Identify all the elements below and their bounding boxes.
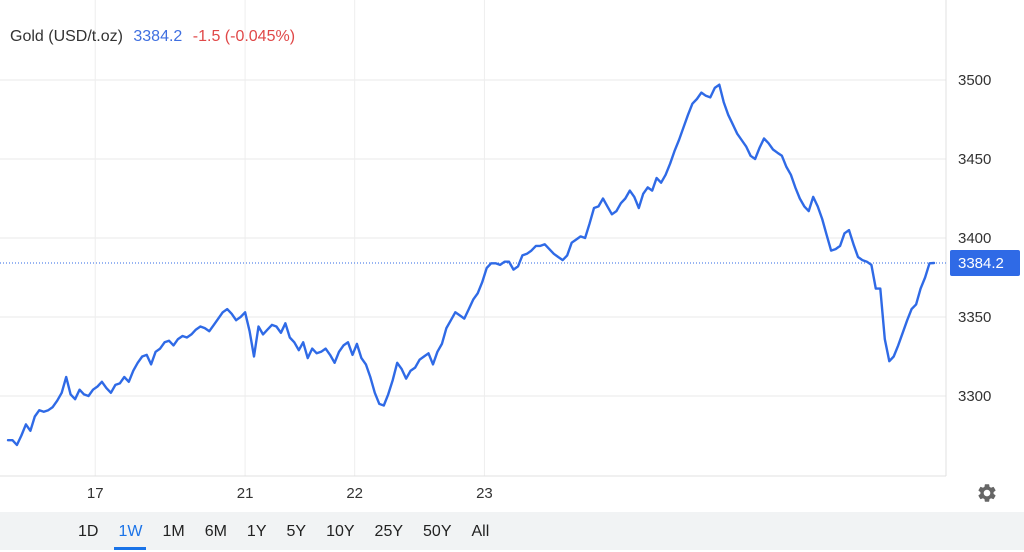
range-tab-1y[interactable]: 1Y: [246, 523, 267, 540]
x-tick-label: 23: [476, 485, 493, 502]
range-tab-5y[interactable]: 5Y: [286, 523, 307, 540]
y-tick-label: 3400: [958, 230, 991, 247]
current-price-badge: [950, 249, 1020, 276]
y-axis: 3300 3350 3400 3450 3500: [958, 72, 991, 405]
x-tick-label: 17: [87, 485, 104, 502]
y-tick-label: 3350: [958, 309, 991, 326]
x-tick-label: 21: [237, 485, 254, 502]
instrument-name: Gold (USD/t.oz): [10, 28, 123, 45]
gold-price-chart: 3300 3350 3400 3450 3500 17 21 22 23 3384.2: [0, 0, 1020, 502]
range-tab-50y[interactable]: 50Y: [423, 523, 452, 540]
range-tab-1d[interactable]: 1D: [78, 523, 99, 540]
x-tick-label: 22: [346, 485, 363, 502]
x-axis: 17 21 22 23: [87, 485, 493, 502]
price-change: -1.5 (-0.045%): [192, 28, 296, 45]
range-tab-25y[interactable]: 25Y: [374, 523, 404, 540]
range-tab-1w[interactable]: 1W: [108, 512, 152, 550]
gear-icon[interactable]: [976, 482, 998, 504]
range-tab-10y[interactable]: 10Y: [326, 523, 355, 540]
range-tabs: 1D 1W 1M 6M 1Y 5Y 10Y 25Y 50Y All: [68, 512, 499, 550]
y-tick-label: 3300: [958, 388, 991, 405]
current-price: 3384.2: [133, 28, 183, 45]
chart-grid: [0, 0, 947, 477]
y-tick-label: 3500: [958, 72, 991, 89]
range-selector-bar: 1D 1W 1M 6M 1Y 5Y 10Y 25Y 50Y All: [0, 512, 1024, 550]
chart-header: Gold (USD/t.oz) 3384.2 -1.5 (-0.045%): [10, 28, 295, 46]
current-price-label: 3384.2: [958, 255, 1004, 272]
range-tab-1m[interactable]: 1M: [162, 523, 185, 540]
y-tick-label: 3450: [958, 151, 991, 168]
range-tab-6m[interactable]: 6M: [204, 523, 227, 540]
range-tab-all[interactable]: All: [471, 523, 490, 540]
series-line-gold: [6, 83, 936, 447]
